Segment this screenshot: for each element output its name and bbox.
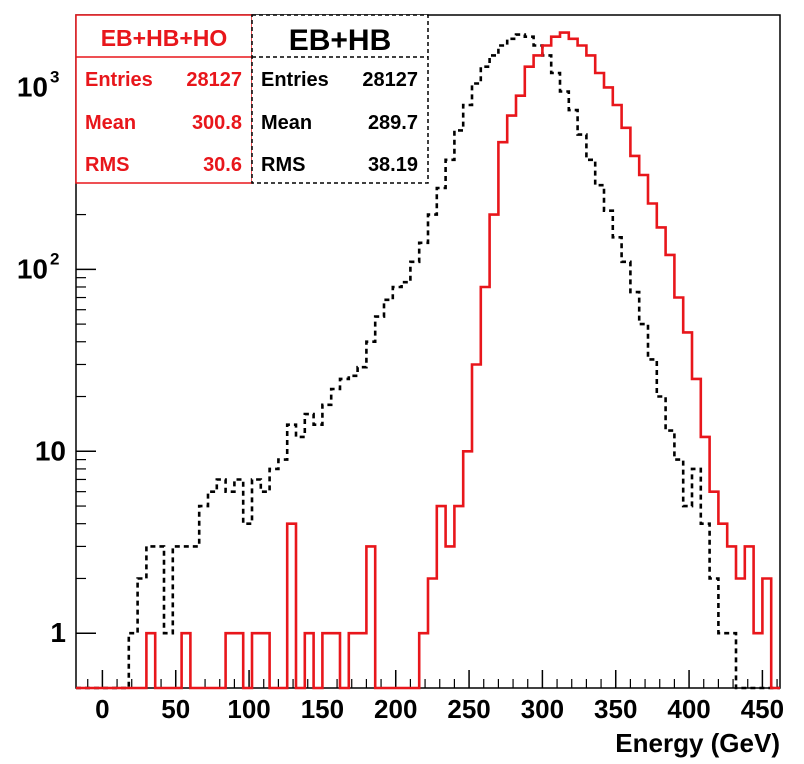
stats-mean-label-black: Mean: [261, 112, 312, 134]
x-tick-label: 300: [521, 694, 564, 724]
series-layer: [76, 31, 780, 690]
x-tick-label: 250: [447, 694, 490, 724]
stats-entries-value-red: 28127: [186, 69, 242, 91]
stats-rms-label-red: RMS: [85, 154, 129, 176]
stats-entries-label-red: Entries: [85, 69, 153, 91]
y-tick-label: 10: [17, 71, 48, 102]
stats-rms-label-black: RMS: [261, 154, 305, 176]
y-tick-label: 10: [17, 253, 48, 284]
y-tick-exponent: 3: [50, 67, 59, 86]
stats-mean-label-red: Mean: [85, 112, 136, 134]
x-tick-label: 150: [301, 694, 344, 724]
series-eb-hb-ho-line: [76, 31, 780, 690]
stats-box-red: EB+HB+HO Entries 28127 Mean 300.8 RMS 30…: [75, 14, 253, 184]
y-tick-label: 10: [35, 435, 66, 466]
stats-rms-value-black: 38.19: [368, 154, 418, 176]
x-tick-label: 350: [594, 694, 637, 724]
x-axis-label: Energy (GeV): [615, 728, 780, 758]
series-eb-hb-line: [76, 33, 780, 690]
stats-mean-value-black: 289.7: [368, 112, 418, 134]
stats-mean-value-red: 300.8: [192, 112, 242, 134]
stats-entries-value-black: 28127: [362, 69, 418, 91]
x-tick-label: 0: [95, 694, 109, 724]
stats-box-black: EB+HB Entries 28127 Mean 289.7 RMS 38.19: [251, 14, 429, 184]
x-tick-label: 400: [667, 694, 710, 724]
stats-title-red: EB+HB+HO: [101, 25, 228, 51]
stats-entries-label-black: Entries: [261, 69, 329, 91]
x-tick-label: 200: [374, 694, 417, 724]
stats-title-black: EB+HB: [289, 24, 392, 57]
stats-rms-value-red: 30.6: [203, 154, 242, 176]
y-tick-label: 1: [50, 617, 66, 648]
y-tick-exponent: 2: [50, 249, 59, 268]
x-tick-label: 50: [161, 694, 190, 724]
x-tick-label: 100: [227, 694, 270, 724]
x-tick-label: 450: [741, 694, 784, 724]
